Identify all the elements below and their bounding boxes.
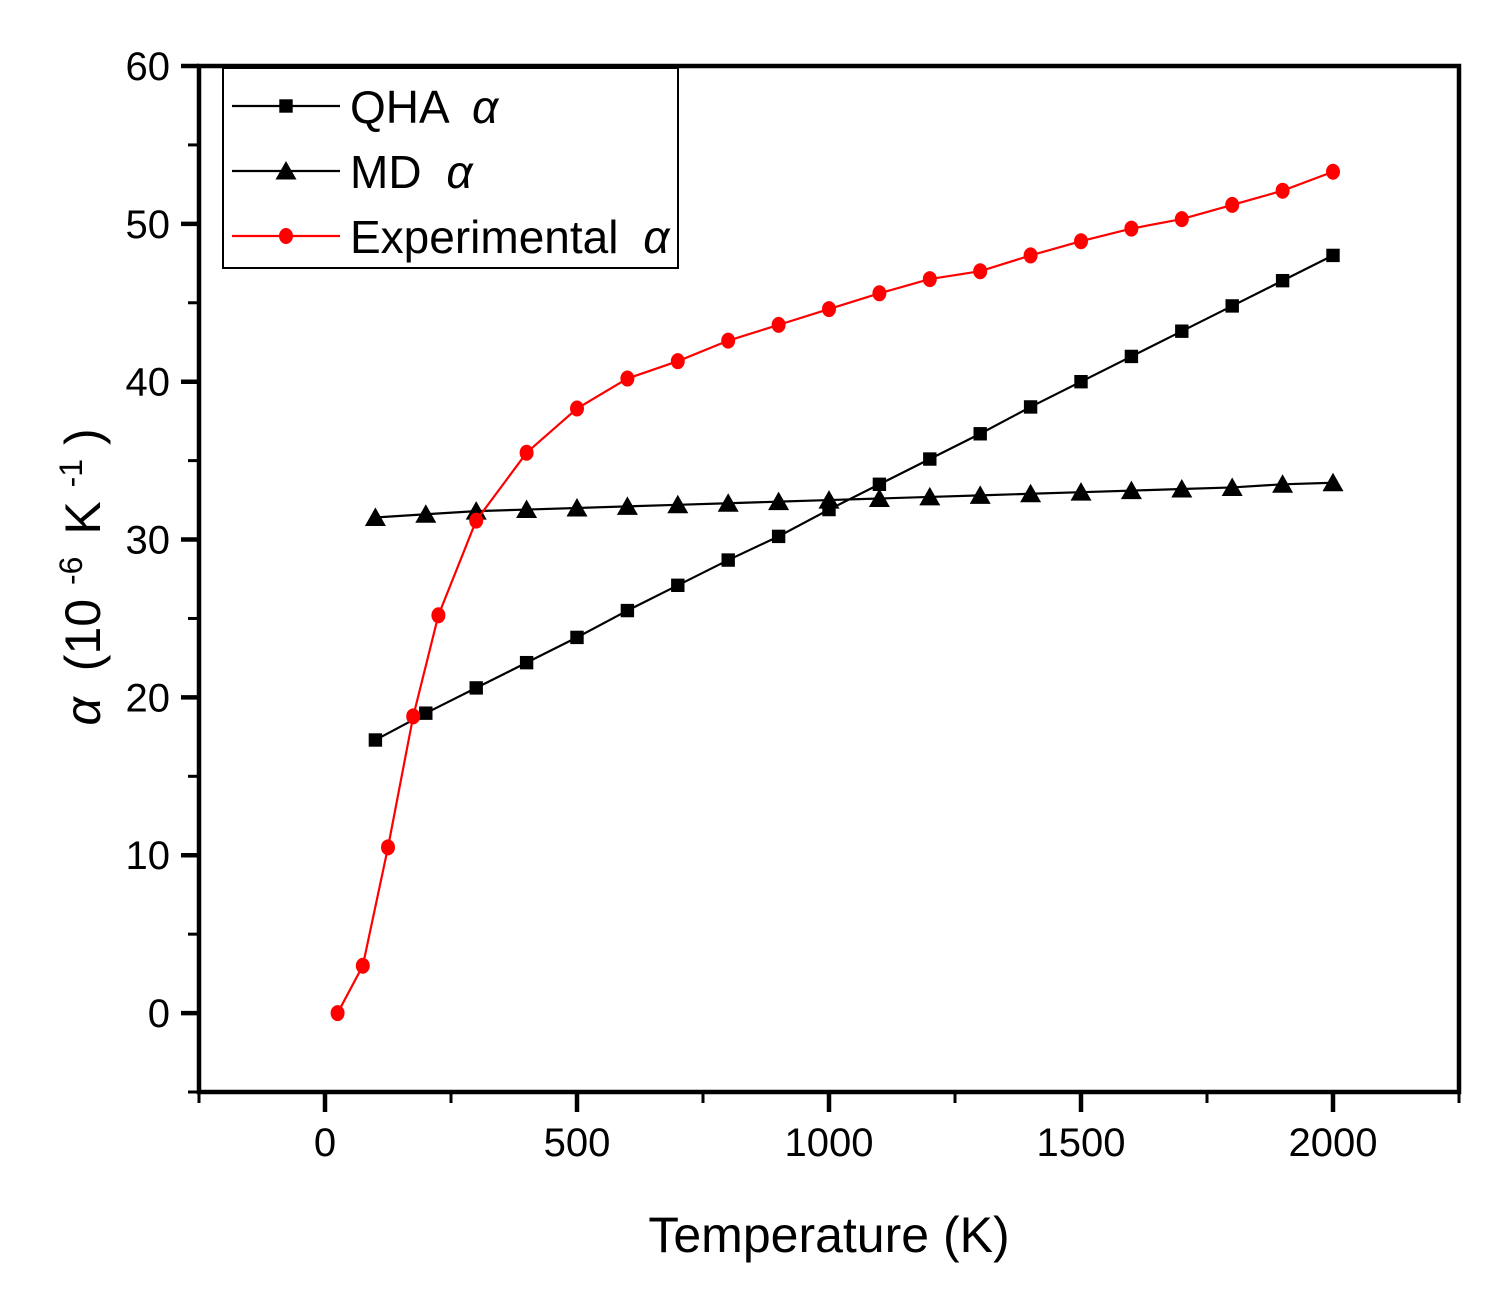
experimental-circle-marker [469,512,484,529]
x-axis-title: Temperature (K) [648,1207,1009,1263]
experimental-circle-marker [822,301,836,318]
md-triangle-marker [1322,472,1344,492]
md-triangle-marker [1120,480,1142,500]
experimental-circle-marker [1074,233,1088,250]
x-tick-label: 500 [544,1121,611,1165]
qha-square-marker [771,529,786,544]
qha-line [374,254,1334,741]
experimental-circle-marker [721,332,736,349]
qha-square-marker [1275,273,1290,288]
y-tick-label: 40 [126,361,171,405]
y-tick-label: 20 [126,676,171,720]
legend-label-experimental: Experimental α [350,211,671,263]
y-tick-label: 10 [126,834,171,878]
legend-label-md: MD α [350,146,474,198]
qha-square-marker [368,733,383,747]
qha-square-marker [1023,400,1038,414]
md-triangle-marker [364,507,386,526]
legend-entry-experimental: Experimental α [232,211,671,263]
experimental-circle-marker [355,957,370,974]
experimental-circle-marker [1326,163,1340,180]
legend-box [222,67,679,269]
x-tick-label: 2000 [1289,1121,1378,1165]
qha-square-marker [469,681,483,695]
experimental-circle-marker [431,607,446,624]
experimental-circle-marker [670,353,685,370]
md-triangle-marker [1221,477,1243,496]
qha-square-marker [419,706,433,720]
qha-square-marker [721,553,735,567]
legend-entry-md: MD α [232,146,474,198]
qha-square-marker [620,603,635,618]
md-triangle-marker [768,491,790,511]
md-triangle-marker [818,490,840,509]
qha-square-marker [671,578,685,593]
md-triangle-marker [1272,474,1294,493]
experimental-circle-marker [1023,247,1038,264]
y-tick-label: 0 [148,992,170,1036]
experimental-circle-marker [1174,211,1189,228]
qha-square-marker [923,452,937,466]
y-tick-label: 50 [126,203,171,247]
square-marker-icon [279,99,293,113]
experimental-circle-marker [330,1005,345,1022]
legend-entry-qha: QHA α [232,81,500,133]
x-tick-label: 1000 [785,1121,874,1165]
md-triangle-marker [616,496,638,515]
x-tick-label: 1500 [1037,1121,1126,1165]
md-triangle-marker [415,504,437,523]
experimental-circle-marker [1225,196,1240,213]
md-triangle-marker [717,493,739,512]
experimental-line [336,170,1334,1014]
qha-square-marker [973,427,987,441]
y-tick-label: 60 [126,45,171,89]
y-axis-title: α (10 -6 K -1 ) [37,428,111,725]
legend-label-qha: QHA α [350,81,500,133]
md-triangle-marker [1070,482,1092,501]
circle-marker-icon [279,228,293,244]
md-triangle-marker [969,485,991,504]
legend: QHA α MD α Experimental α [222,67,679,269]
qha-square-marker [872,477,887,491]
experimental-circle-marker [570,400,584,417]
experimental-circle-marker [620,370,635,387]
experimental-circle-marker [771,316,786,333]
experimental-circle-marker [872,285,887,302]
plot-frame [196,63,1462,1095]
experimental-circle-marker [922,271,937,288]
qha-square-marker [1175,324,1189,338]
md-triangle-marker [919,486,941,506]
md-triangle-marker [566,497,588,517]
qha-square-marker [1225,299,1239,313]
experimental-circle-marker [1124,220,1139,237]
y-tick-label: 30 [126,519,171,563]
qha-square-marker [1326,248,1340,263]
plot-area: 0 500 1000 1500 2000 0 10 20 30 40 50 60 [126,45,1462,1165]
x-tick-label: 0 [314,1121,336,1165]
qha-square-marker [1074,374,1088,389]
qha-square-marker [1124,349,1139,364]
qha-square-marker [570,630,584,645]
md-triangle-marker [516,499,538,519]
experimental-circle-marker [519,444,534,461]
md-triangle-marker [667,494,689,514]
md-triangle-marker [1020,483,1042,503]
md-line [375,481,1334,519]
triangle-marker-icon [275,161,297,180]
qha-square-marker [519,655,534,670]
experimental-circle-marker [381,839,395,856]
experimental-circle-marker [1275,182,1290,199]
experimental-circle-marker [973,263,988,280]
md-triangle-marker [1171,479,1193,498]
experimental-circle-marker [406,708,421,725]
md-triangle-marker [868,488,890,507]
